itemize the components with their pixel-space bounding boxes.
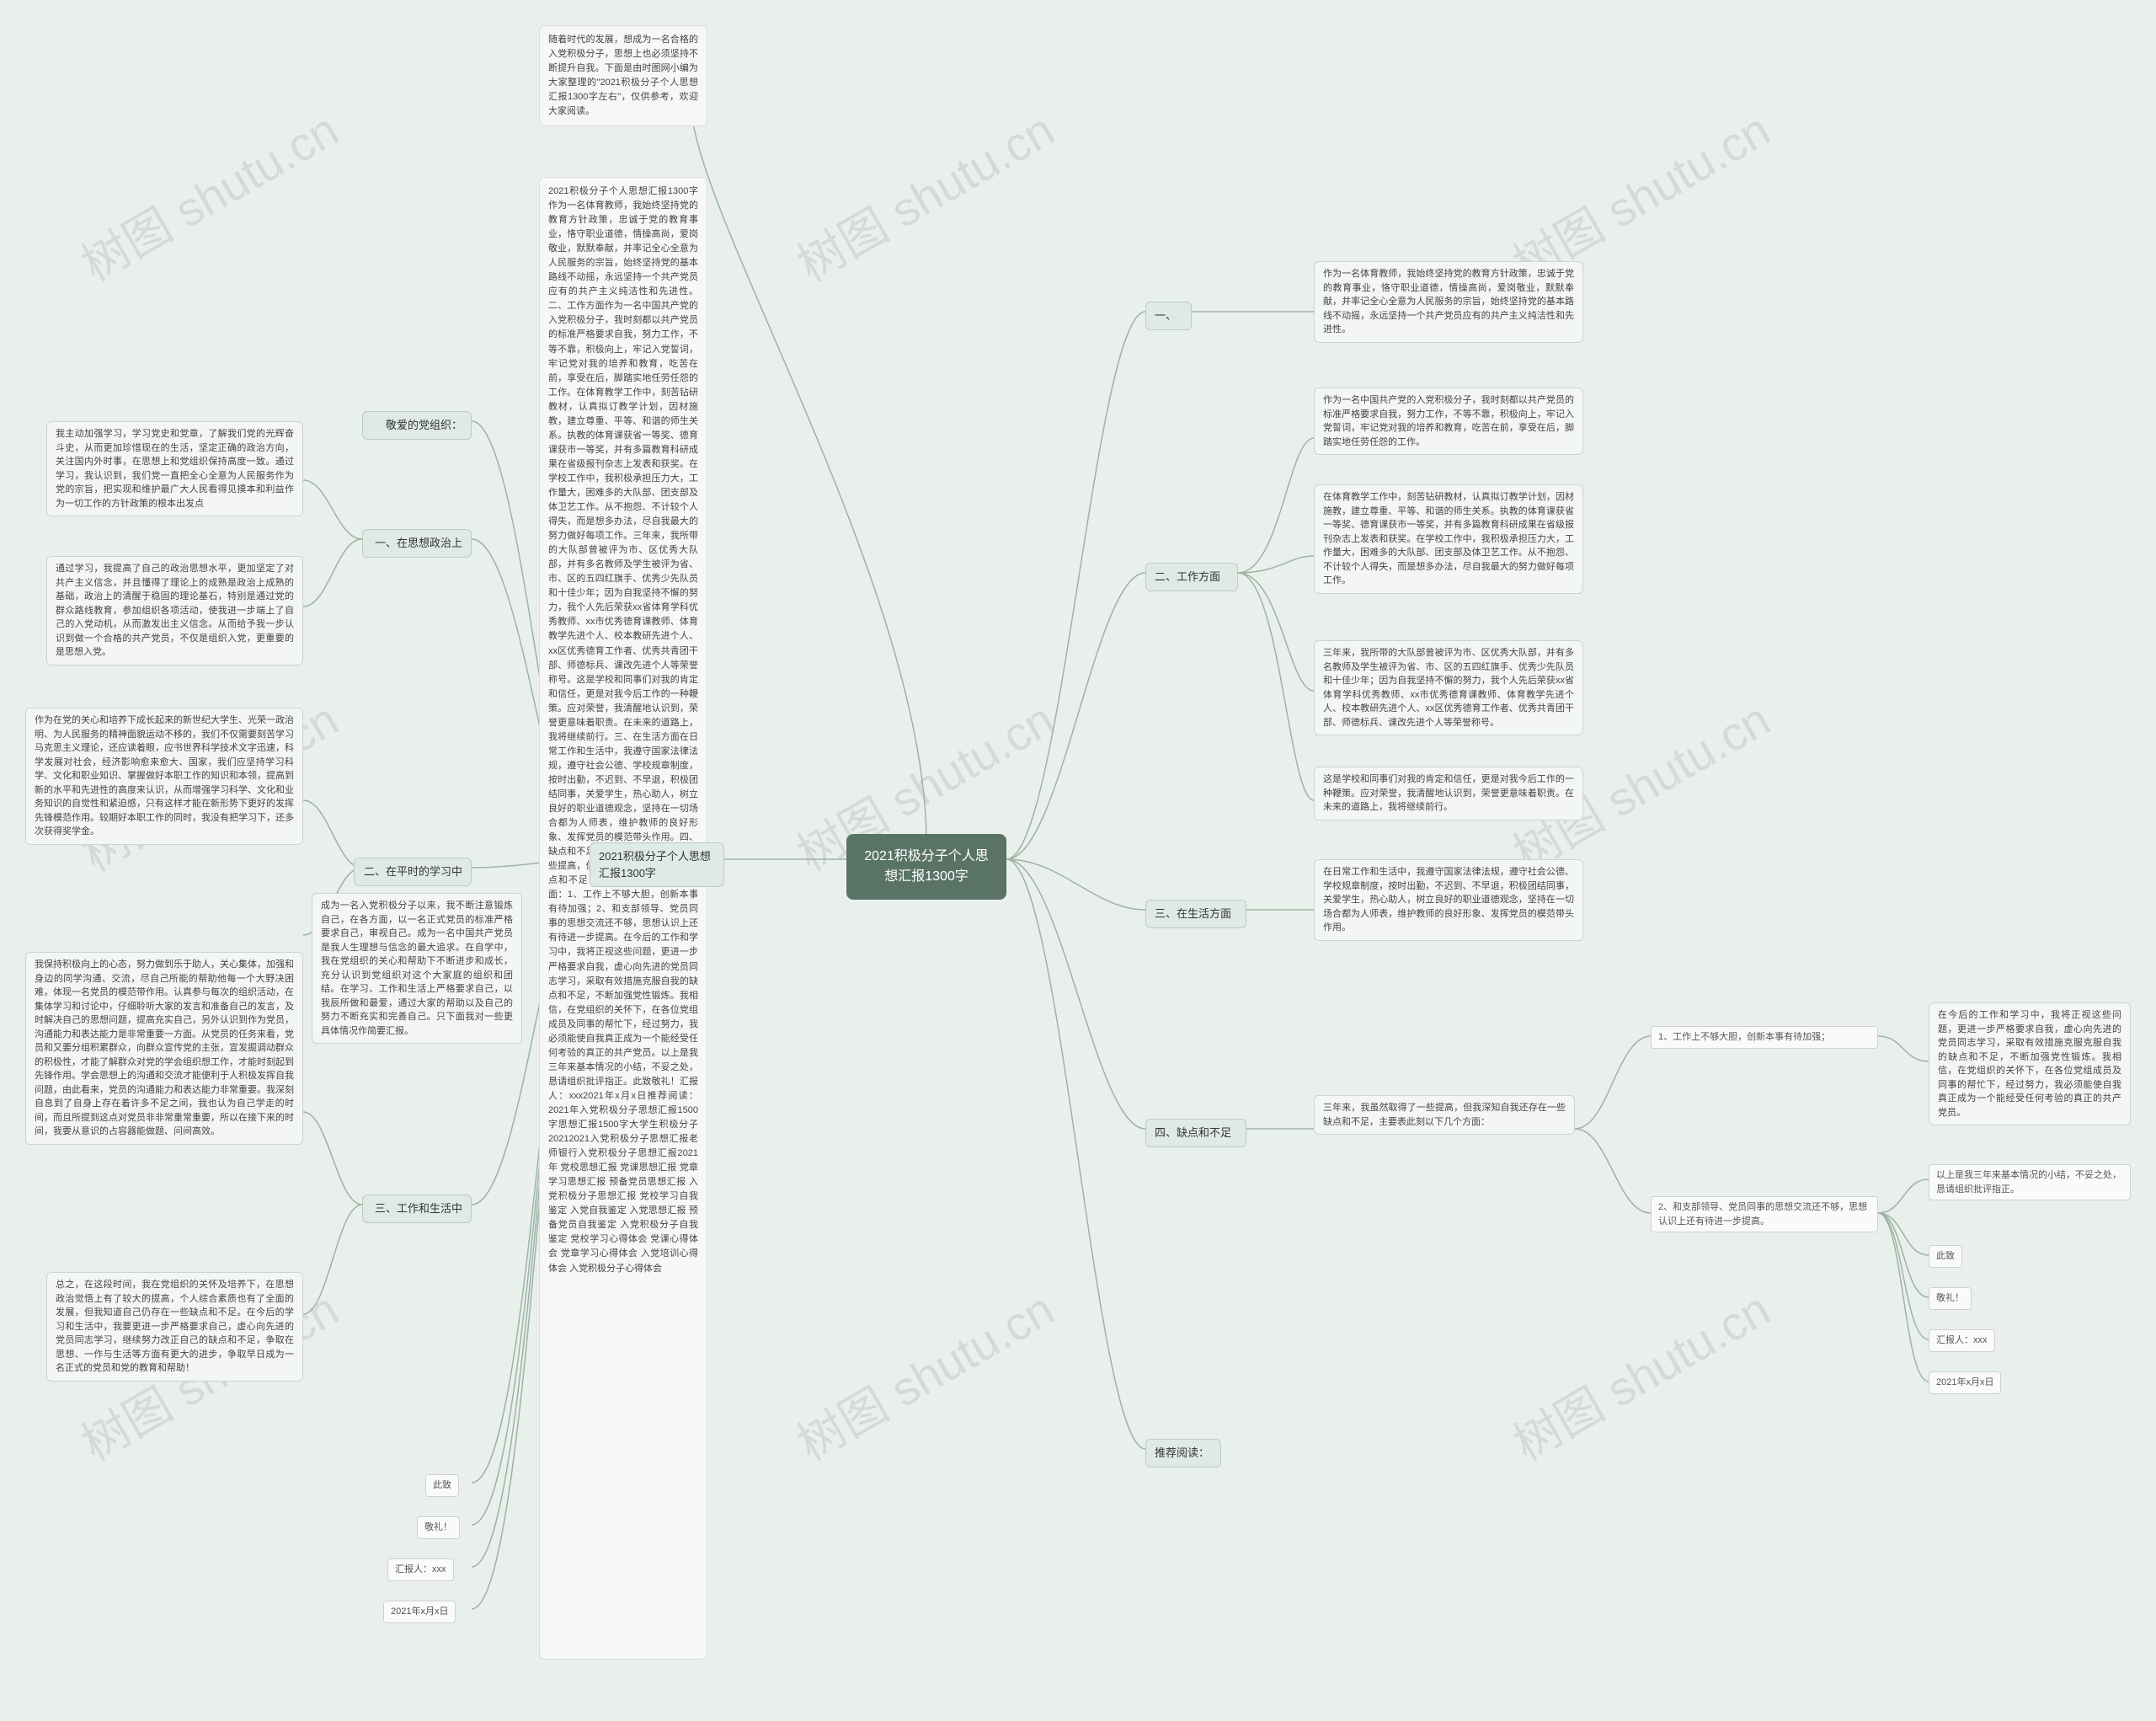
- left-main-label[interactable]: 2021积极分子个人思想汇报1300字: [590, 842, 724, 887]
- right-branch-4-foot-1: 敬礼！: [1929, 1287, 1972, 1310]
- right-branch-3[interactable]: 三、在生活方面: [1145, 900, 1246, 928]
- right-branch-4-foot-2: 汇报人：xxx: [1929, 1329, 1995, 1352]
- left-branch-2[interactable]: 二、在平时的学习中: [354, 858, 472, 886]
- left-branch-1[interactable]: 一、在思想政治上: [362, 529, 472, 558]
- left-foot-3: 2021年x月x日: [383, 1601, 456, 1623]
- right-branch-4-item2: 2、和支部领导、党员同事的思想交流还不够，思想认识上还有待进一步提高。: [1651, 1196, 1878, 1232]
- left-branch-2-leaf-2: 成为一名入党积极分子以来，我不断注意锻炼自己，在各方面，以一名正式党员的标准严格…: [312, 893, 522, 1044]
- right-branch-4-item2-intro: 以上是我三年来基本情况的小结，不妥之处，恳请组织批评指正。: [1929, 1164, 2131, 1200]
- watermark: 树图 shutu.cn: [1499, 1272, 1780, 1474]
- right-branch-4-intro: 三年来，我虽然取得了一些提高，但我深知自我还存在一些缺点和不足，主要表此刻以下几…: [1314, 1095, 1575, 1135]
- right-branch-2-leaf-4: 这是学校和同事们对我的肯定和信任，更是对我今后工作的一种鞭策。应对荣誉，我清醒地…: [1314, 767, 1583, 820]
- dense-column: 2021积极分子个人思想汇报1300字作为一名体育教师，我始终坚持党的教育方针政…: [539, 177, 707, 1660]
- watermark: 树图 shutu.cn: [783, 93, 1065, 295]
- left-branch-1-leaf-2: 通过学习，我提高了自己的政治思想水平，更加坚定了对共产主义信念，并且懂得了理论上…: [46, 556, 303, 665]
- right-branch-2[interactable]: 二、工作方面: [1145, 563, 1238, 591]
- left-branch-2-leaf-1: 作为在党的关心和培养下成长起来的新世纪大学生、光荣一政治明、为人民服务的精神面貌…: [25, 708, 303, 845]
- right-branch-1[interactable]: 一、: [1145, 302, 1192, 330]
- right-branch-2-leaf-2: 在体育教学工作中，刻苦钻研教材，认真拟订教学计划，因材施教，建立尊重、平等、和谐…: [1314, 484, 1583, 594]
- right-branch-3-leaf: 在日常工作和生活中，我遵守国家法律法规，遵守社会公德、学校规章制度，按时出勤，不…: [1314, 859, 1583, 941]
- center-node[interactable]: 2021积极分子个人思想汇报1300字: [846, 834, 1006, 900]
- left-foot-2: 汇报人：xxx: [387, 1558, 454, 1581]
- connectors: [0, 0, 2156, 1721]
- left-branch-3-leaf-1: 我保持积极向上的心态，努力做到乐于助人，关心集体，加强和身边的同学沟通、交流，尽…: [25, 952, 303, 1145]
- right-branch-4-foot-0: 此致: [1929, 1245, 1962, 1268]
- right-branch-1-leaf: 作为一名体育教师，我始终坚持党的教育方针政策，忠诚于党的教育事业，恪守职业道德，…: [1314, 261, 1583, 343]
- left-foot-0: 此致: [425, 1474, 459, 1497]
- left-branch-0[interactable]: 敬爱的党组织：: [362, 411, 472, 440]
- watermark: 树图 shutu.cn: [67, 93, 349, 295]
- watermark: 树图 shutu.cn: [783, 1272, 1065, 1474]
- right-branch-5[interactable]: 推荐阅读：: [1145, 1439, 1221, 1467]
- left-branch-1-leaf-1: 我主动加强学习，学习党史和党章，了解我们党的光辉奋斗史，从而更加珍惜现在的生活，…: [46, 421, 303, 516]
- right-branch-2-leaf-1: 作为一名中国共产党的入党积极分子，我时刻都以共产党员的标准严格要求自我，努力工作…: [1314, 387, 1583, 455]
- intro-paragraph: 随着时代的发展，想成为一名合格的入党积极分子，思想上也必须坚持不断提升自我。下面…: [539, 25, 707, 126]
- left-foot-1: 敬礼！: [417, 1516, 460, 1539]
- right-branch-4-foot-3: 2021年x月x日: [1929, 1371, 2001, 1394]
- left-branch-3[interactable]: 三、工作和生活中: [362, 1195, 472, 1223]
- mindmap-canvas: 树图 shutu.cn 树图 shutu.cn 树图 shutu.cn 树图 s…: [0, 0, 2156, 1721]
- left-branch-3-leaf-2: 总之，在这段时间，我在党组织的关怀及培养下，在思想政治觉悟上有了较大的提高，个人…: [46, 1272, 303, 1382]
- right-branch-4-item1: 1、工作上不够大胆，创新本事有待加强；: [1651, 1026, 1878, 1049]
- right-branch-2-leaf-3: 三年来，我所带的大队部曾被评为市、区优秀大队部，并有多名教师及学生被评为省、市、…: [1314, 640, 1583, 735]
- right-branch-4[interactable]: 四、缺点和不足: [1145, 1119, 1246, 1147]
- right-branch-4-item1-detail: 在今后的工作和学习中，我将正视这些问题，更进一步严格要求自我，虚心向先进的党员同…: [1929, 1002, 2131, 1125]
